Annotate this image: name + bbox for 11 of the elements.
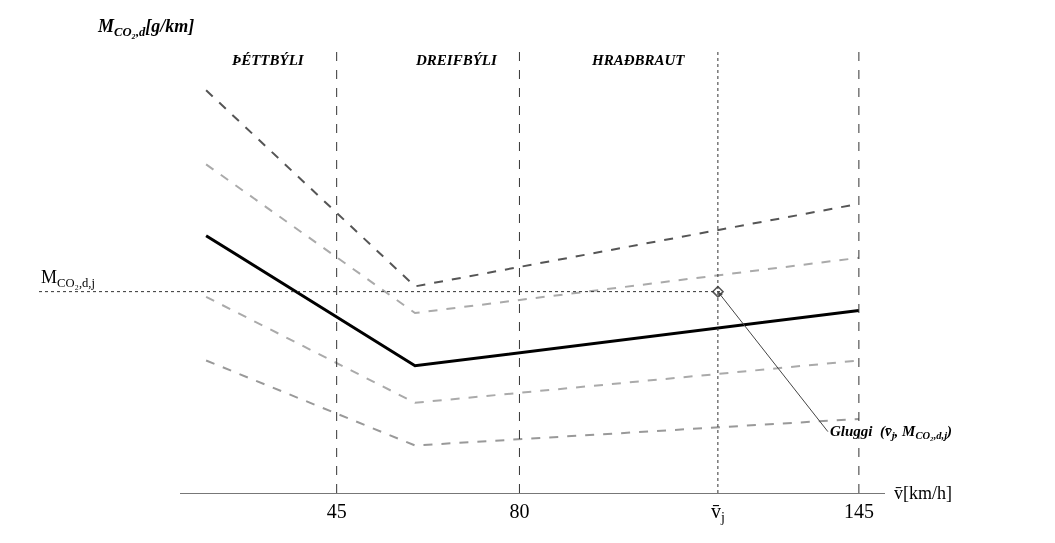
x-tick-label: 80	[509, 500, 530, 522]
x-tick-label: 145	[843, 500, 874, 522]
x-tick-label: 45	[326, 500, 347, 522]
x-axis-title: v̄[km/h]	[894, 483, 952, 503]
text: ÞÉTTBÝLI	[231, 52, 305, 68]
ref-line-label: M$_{CO₂,d,j}$	[41, 267, 95, 290]
annotation: Gluggi (v̄$_{j}$, M$_{CO₂,d,j}$)	[830, 423, 953, 442]
text: HRAÐBRAUT	[591, 52, 686, 68]
y-axis-title: M$_{CO₂,d}$[g/km]	[97, 16, 195, 39]
text: DREIFBÝLI	[415, 52, 499, 68]
x-tick-label: v̄$_{j}$	[710, 500, 725, 526]
